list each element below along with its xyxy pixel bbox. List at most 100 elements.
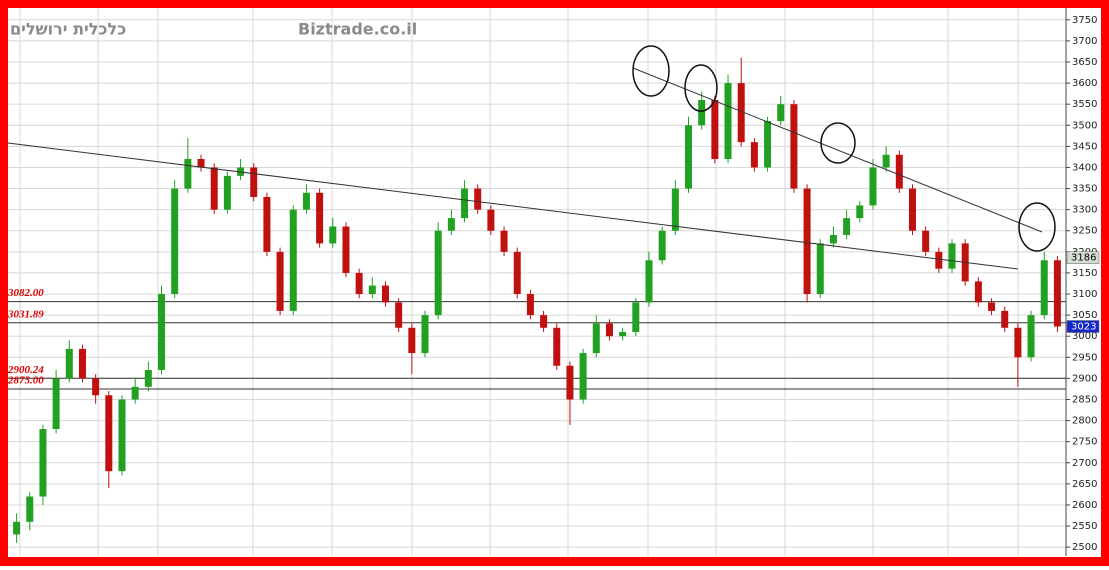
y-tick-label: 2900 xyxy=(1072,373,1097,384)
y-tick-label: 3750 xyxy=(1072,15,1097,26)
y-tick-label: 3500 xyxy=(1072,120,1097,131)
candle-body xyxy=(329,226,337,244)
candle-body xyxy=(171,188,179,295)
candle-body xyxy=(856,205,864,219)
candle-body xyxy=(698,99,706,126)
y-tick-label: 3000 xyxy=(1072,331,1097,342)
candle-body xyxy=(540,315,548,328)
candle-body xyxy=(13,521,21,535)
y-tick-label: 2800 xyxy=(1072,416,1097,427)
y-tick-label: 3100 xyxy=(1072,289,1097,300)
y-tick-label: 3050 xyxy=(1072,310,1097,321)
price-label-box xyxy=(1066,320,1100,333)
y-tick-label: 3350 xyxy=(1072,184,1097,195)
candle-body xyxy=(671,188,679,231)
candle-body xyxy=(658,230,666,261)
y-tick-label: 2700 xyxy=(1072,458,1097,469)
candle-body xyxy=(39,429,47,497)
y-tick-label: 2500 xyxy=(1072,542,1097,553)
y-tick-label: 3550 xyxy=(1072,99,1097,110)
y-tick-label: 2850 xyxy=(1072,394,1097,405)
candle-body xyxy=(724,83,732,160)
y-tick-label: 2600 xyxy=(1072,500,1097,511)
candle-body xyxy=(974,281,982,303)
candle-body xyxy=(764,121,772,168)
candle-body xyxy=(144,369,152,387)
candle-body xyxy=(461,188,469,219)
price-label: 3023 xyxy=(1071,322,1096,333)
candle-body xyxy=(118,399,126,472)
candle-body xyxy=(500,230,508,252)
vertical-grid xyxy=(19,8,1019,556)
candle-body xyxy=(368,285,376,295)
candle-body xyxy=(619,331,627,337)
candle-body xyxy=(685,125,693,189)
y-tick-label: 2750 xyxy=(1072,437,1097,448)
candle-body xyxy=(843,218,851,235)
candle-body xyxy=(750,142,758,168)
candle-body xyxy=(381,285,389,303)
y-tick-label: 2550 xyxy=(1072,521,1097,532)
highlight-circle xyxy=(820,122,856,164)
candle-body xyxy=(1014,327,1022,358)
candle-body xyxy=(579,353,587,400)
candle-body xyxy=(52,378,60,430)
candle-body xyxy=(988,302,996,311)
candle-body xyxy=(711,99,719,160)
candle-body xyxy=(210,167,218,210)
candle-body xyxy=(1040,260,1048,316)
candle-body xyxy=(1001,310,1009,328)
candle-body xyxy=(316,192,324,244)
candle-body xyxy=(26,496,34,522)
candle-body xyxy=(408,327,416,354)
candle-body xyxy=(553,327,561,366)
site: Biztrade.co.il xyxy=(298,20,417,39)
candle-body xyxy=(882,154,890,168)
candle-body xyxy=(65,348,73,379)
candle-body xyxy=(645,260,653,303)
candle-body xyxy=(632,302,640,332)
candle-body xyxy=(302,192,310,210)
level-label: 2875.00 xyxy=(7,374,44,386)
candle-body xyxy=(289,209,297,311)
y-tick-label: 3150 xyxy=(1072,268,1097,279)
highlight-circle xyxy=(632,45,670,97)
highlight-circle xyxy=(1018,202,1056,252)
price-label: 3186 xyxy=(1071,253,1096,264)
candle-body xyxy=(605,323,613,337)
y-tick-label: 3650 xyxy=(1072,57,1097,68)
trend-line xyxy=(632,67,1043,233)
candle-body xyxy=(948,243,956,269)
candle-body xyxy=(474,188,482,210)
candle-body xyxy=(803,188,811,295)
candle-body xyxy=(526,294,534,316)
candle-body xyxy=(513,251,521,295)
candle-body xyxy=(263,196,271,252)
candle-body xyxy=(434,230,442,316)
candle-body xyxy=(790,104,798,189)
candle-body xyxy=(276,251,284,311)
y-tick-label: 2650 xyxy=(1072,479,1097,490)
candle-body xyxy=(829,234,837,244)
trend-line xyxy=(7,142,1019,270)
candle-body xyxy=(592,323,600,354)
y-tick-label: 3450 xyxy=(1072,141,1097,152)
candle-body xyxy=(1053,260,1061,327)
candle-body xyxy=(92,378,100,396)
level-label: 3082.00 xyxy=(7,287,44,299)
candle-body xyxy=(158,294,166,370)
y-tick-label: 3300 xyxy=(1072,205,1097,216)
candle-body xyxy=(922,230,930,252)
candle-body xyxy=(395,302,403,328)
candle-body xyxy=(1027,315,1035,358)
candle-body xyxy=(869,167,877,206)
level-label: 3031.89 xyxy=(7,308,44,320)
y-tick-label: 2950 xyxy=(1072,352,1097,363)
candle-body xyxy=(78,348,86,379)
candle-body xyxy=(447,218,455,231)
candle-body xyxy=(355,272,363,295)
y-tick-label: 3250 xyxy=(1072,226,1097,237)
candle-body xyxy=(816,243,824,295)
